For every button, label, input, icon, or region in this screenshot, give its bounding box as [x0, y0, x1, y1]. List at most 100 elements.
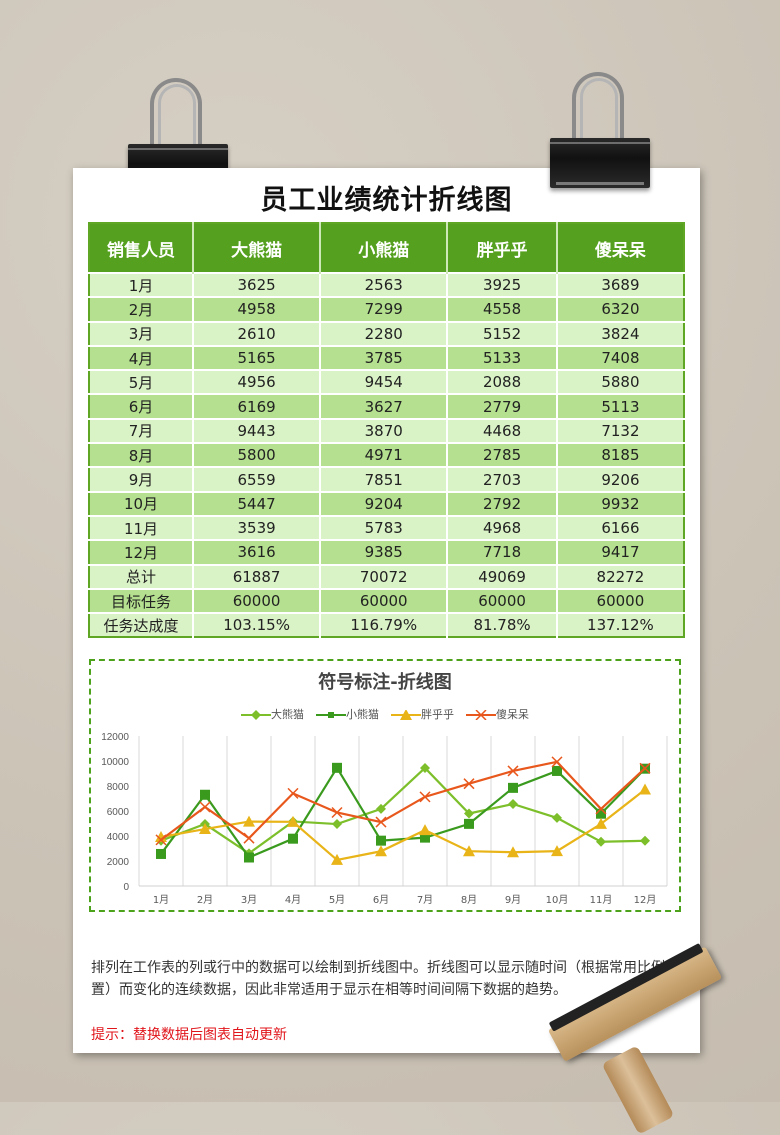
legend-label: 大熊猫 — [271, 708, 304, 721]
x-tick-label: 12月 — [634, 894, 657, 905]
table-row: 2月 4958 7299 4558 6320 — [89, 296, 684, 322]
square-marker-icon — [316, 712, 346, 718]
row-label: 5月 — [89, 369, 193, 395]
table-cell: 5800 — [191, 442, 321, 468]
table-cell: 5165 — [191, 344, 321, 371]
table-cell: 3625 — [191, 271, 321, 298]
x-tick-label: 9月 — [505, 894, 521, 905]
page-title: 员工业绩统计折线图 — [260, 185, 513, 216]
table-cell: 3824 — [555, 320, 684, 346]
series-triangle — [155, 783, 651, 865]
row-label: 12月 — [89, 539, 193, 565]
table-cell: 2703 — [446, 466, 557, 492]
table-row: 目标任务 60000 60000 60000 60000 — [89, 587, 684, 614]
table-cell: 70072 — [319, 563, 448, 589]
x-tick-label: 1月 — [153, 894, 169, 905]
table-cell: 5133 — [446, 344, 557, 371]
table-cell: 5783 — [319, 514, 448, 541]
table-row: 8月 5800 4971 2785 8185 — [89, 442, 684, 468]
table-row: 任务达成度 103.15% 116.79% 81.78% 137.12% — [89, 612, 684, 638]
table-cell: 2779 — [446, 393, 557, 419]
sales-table: 销售人员 大熊猫 小熊猫 胖乎乎 傻呆呆 1月 3625 2563 3925 3689 2月 495… — [88, 222, 685, 639]
legend-item: 傻呆呆 — [466, 706, 529, 722]
table-cell: 7408 — [555, 344, 684, 371]
header-salesperson: 大熊猫 — [191, 223, 321, 273]
legend-label: 胖乎乎 — [421, 708, 454, 721]
table-cell: 3627 — [319, 393, 448, 419]
table-cell: 3785 — [319, 344, 448, 371]
table-cell: 4468 — [446, 417, 557, 444]
table-cell: 3539 — [191, 514, 321, 541]
table-cell: 4958 — [191, 296, 321, 322]
x-tick-label: 6月 — [373, 894, 389, 905]
table-cell: 7132 — [555, 417, 684, 444]
y-tick-label: 12000 — [101, 732, 129, 743]
row-label: 11月 — [89, 514, 193, 541]
header-salesperson: 胖乎乎 — [446, 223, 557, 273]
table-cell: 116.79% — [319, 612, 448, 638]
table-cell: 6166 — [555, 514, 684, 541]
y-tick-label: 10000 — [101, 757, 129, 768]
table-header-row: 销售人员 大熊猫 小熊猫 胖乎乎 傻呆呆 — [89, 223, 684, 273]
table-row: 1月 3625 2563 3925 3689 — [89, 271, 684, 298]
header-salesperson: 傻呆呆 — [555, 223, 684, 273]
table-row: 总计 61887 70072 49069 82272 — [89, 563, 684, 589]
x-marker-icon — [466, 709, 496, 721]
table-cell: 4558 — [446, 296, 557, 322]
line-chart: 0 2000 4000 6000 8000 10000 12000 1月 2月 3月 4月 5月 6月 7… — [101, 732, 668, 905]
table-cell: 9206 — [555, 466, 684, 492]
series-x — [155, 756, 651, 846]
row-label: 4月 — [89, 344, 193, 371]
x-tick-label: 10月 — [546, 894, 569, 905]
x-tick-label: 4月 — [285, 894, 301, 905]
table-cell: 3689 — [555, 271, 684, 298]
table-cell: 81.78% — [446, 612, 557, 638]
table-cell: 5880 — [555, 369, 684, 395]
table-cell: 2792 — [446, 490, 557, 516]
table-cell: 9454 — [319, 369, 448, 395]
table-cell: 6320 — [555, 296, 684, 322]
table-row: 7月 9443 3870 4468 7132 — [89, 417, 684, 444]
table-cell: 3616 — [191, 539, 321, 565]
stamp-handle — [601, 1045, 675, 1135]
diamond-marker-icon — [241, 710, 271, 720]
table-cell: 9443 — [191, 417, 321, 444]
x-tick-label: 7月 — [417, 894, 433, 905]
table-cell: 49069 — [446, 563, 557, 589]
table-cell: 6559 — [191, 466, 321, 492]
table-cell: 7718 — [446, 539, 557, 565]
y-tick-label: 0 — [123, 882, 129, 893]
y-tick-label: 4000 — [107, 832, 130, 843]
table-cell: 2088 — [446, 369, 557, 395]
y-tick-label: 2000 — [107, 857, 130, 868]
table-cell: 4968 — [446, 514, 557, 541]
series-square — [156, 762, 650, 863]
table-row: 9月 6559 7851 2703 9206 — [89, 466, 684, 492]
table-cell: 7299 — [319, 296, 448, 322]
table-cell: 9417 — [555, 539, 684, 565]
table-row: 11月 3539 5783 4968 6166 — [89, 514, 684, 541]
row-label: 总计 — [89, 563, 193, 589]
y-tick-label: 8000 — [107, 782, 130, 793]
table-cell: 82272 — [555, 563, 684, 589]
table-row: 6月 6169 3627 2779 5113 — [89, 393, 684, 419]
table-cell: 9204 — [319, 490, 448, 516]
table-cell: 60000 — [555, 587, 684, 614]
row-label: 6月 — [89, 393, 193, 419]
row-label: 9月 — [89, 466, 193, 492]
table-cell: 3925 — [446, 271, 557, 298]
row-label: 2月 — [89, 296, 193, 322]
table-cell: 5447 — [191, 490, 321, 516]
table-row: 12月 3616 9385 7718 9417 — [89, 539, 684, 565]
legend-label: 傻呆呆 — [496, 708, 529, 721]
triangle-marker-icon — [391, 709, 421, 720]
table-cell: 2563 — [319, 271, 448, 298]
row-label: 目标任务 — [89, 587, 193, 614]
legend-label: 小熊猫 — [346, 708, 379, 721]
legend-item: 小熊猫 — [316, 706, 379, 722]
table-row: 5月 4956 9454 2088 5880 — [89, 369, 684, 395]
legend-item: 胖乎乎 — [391, 706, 454, 722]
table-cell: 60000 — [191, 587, 321, 614]
row-label: 10月 — [89, 490, 193, 516]
x-tick-label: 8月 — [461, 894, 477, 905]
